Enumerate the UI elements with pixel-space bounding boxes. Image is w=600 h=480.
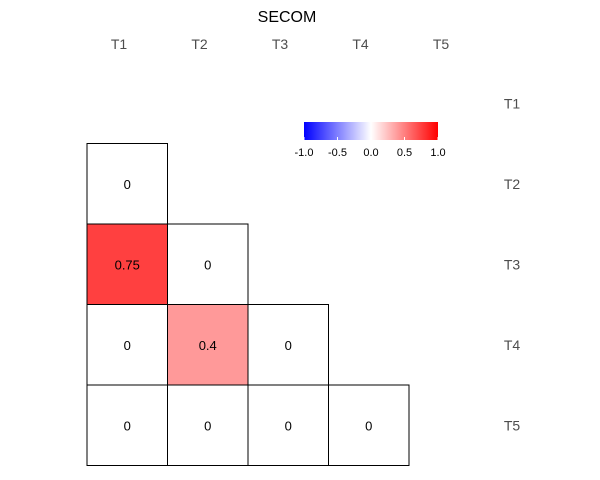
x-label-t3: T3 [272,36,289,52]
x-axis-labels: T1 T2 T3 T4 T5 [111,36,450,52]
y-label-t4: T4 [504,337,521,353]
cell-value-t5-t3: 0 [285,418,292,433]
cell-value-t2-t1: 0 [124,177,131,192]
chart-title: SECOM [258,9,317,26]
cell-t5-t1 [86,384,168,466]
legend-tick-label: -1.0 [295,147,314,159]
x-label-t4: T4 [352,36,369,52]
x-label-t5: T5 [433,36,450,52]
y-label-t3: T3 [504,256,521,272]
cell-t5-t2 [167,384,249,466]
cell-t4-t3 [247,304,329,386]
cell-t5-t3 [247,384,329,466]
heatmap-cells: 0 0.75 0 0 0.4 0 0 0 0 0 [86,143,410,466]
cell-value-t4-t3: 0 [285,338,292,353]
y-label-t5: T5 [504,417,521,433]
cell-value-t5-t4: 0 [365,418,372,433]
cell-t4-t1 [86,304,168,386]
cell-value-t3-t2: 0 [204,257,211,272]
x-label-t1: T1 [111,36,128,52]
legend-tick-label: 0.5 [397,147,412,159]
color-legend: -1.0 -0.5 0.0 0.5 1.0 [295,122,446,159]
cell-value-t5-t1: 0 [124,418,131,433]
legend-tick-label: 0.0 [363,147,378,159]
cell-value-t4-t2: 0.4 [199,338,217,353]
y-label-t2: T2 [504,176,521,192]
legend-tick-label: 1.0 [430,147,445,159]
cell-t2-t1 [86,143,168,225]
cell-value-t3-t1: 0.75 [115,257,140,272]
y-label-t1: T1 [504,95,521,111]
cell-t5-t4 [328,384,410,466]
x-label-t2: T2 [191,36,208,52]
y-axis-labels: T1 T2 T3 T4 T5 [504,95,521,433]
legend-tick-labels: -1.0 -0.5 0.0 0.5 1.0 [295,137,446,159]
cell-value-t5-t2: 0 [204,418,211,433]
cell-t4-t2 [167,304,249,386]
cell-t3-t2 [167,223,249,305]
cell-value-t4-t1: 0 [124,338,131,353]
legend-color-bar [304,122,438,140]
legend-tick-label: -0.5 [328,147,347,159]
cell-t3-t1 [86,223,168,305]
